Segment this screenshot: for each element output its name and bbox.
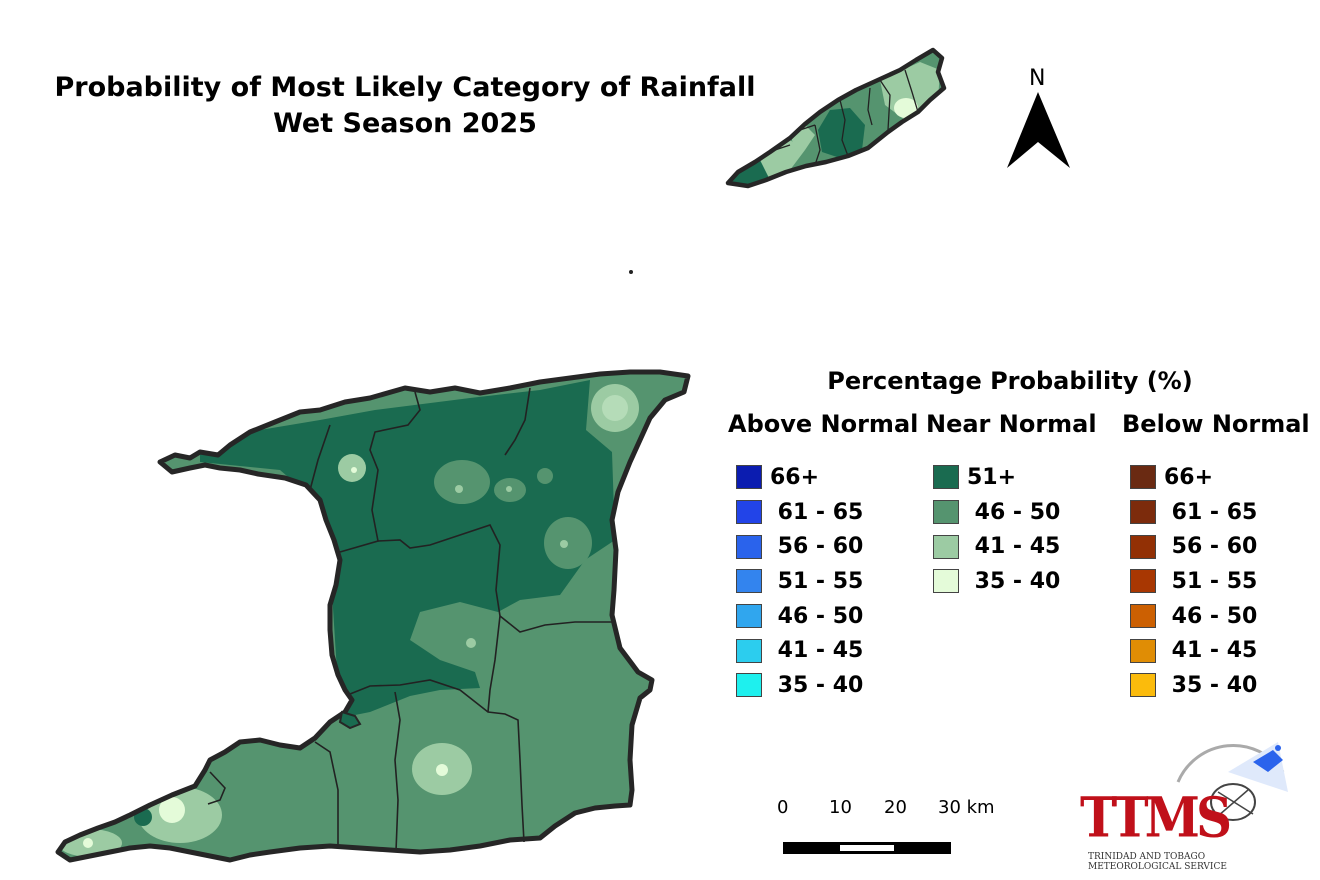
legend-label: 41 - 45 bbox=[967, 534, 1061, 560]
scale-label-10: 10 bbox=[829, 797, 852, 818]
legend-swatch bbox=[736, 604, 762, 629]
small-islet bbox=[629, 270, 633, 274]
legend-item-below-1: 61 - 65 bbox=[1130, 495, 1257, 530]
legend-below-list: 66+ 61 - 65 56 - 60 51 - 55 46 - 50 41 -… bbox=[1130, 460, 1257, 703]
legend-near-list: 51+ 46 - 50 41 - 45 35 - 40 bbox=[933, 460, 1060, 599]
legend-swatch bbox=[933, 534, 959, 559]
legend-label: 56 - 60 bbox=[770, 534, 864, 560]
legend-item-near-2: 41 - 45 bbox=[933, 529, 1060, 564]
legend-swatch bbox=[736, 534, 762, 559]
legend-item-above-1: 61 - 65 bbox=[736, 495, 863, 530]
map-title: Probability of Most Likely Category of R… bbox=[54, 72, 756, 103]
legend-swatch bbox=[736, 500, 762, 525]
legend-swatch bbox=[1130, 569, 1156, 594]
legend-swatch bbox=[736, 465, 762, 490]
legend-item-above-5: 41 - 45 bbox=[736, 633, 863, 668]
legend-item-above-6: 35 - 40 bbox=[736, 668, 863, 703]
legend-item-near-3: 35 - 40 bbox=[933, 564, 1060, 599]
legend-label: 66+ bbox=[1164, 464, 1214, 490]
legend-label: 46 - 50 bbox=[1164, 603, 1258, 629]
legend-label: 41 - 45 bbox=[770, 638, 864, 664]
legend-heading-below: Below Normal bbox=[1122, 410, 1310, 438]
legend-swatch bbox=[933, 569, 959, 594]
legend-label: 46 - 50 bbox=[770, 603, 864, 629]
legend-swatch bbox=[1130, 673, 1156, 698]
legend-item-below-5: 41 - 45 bbox=[1130, 633, 1257, 668]
legend-heading-above: Above Normal bbox=[728, 410, 919, 438]
legend-swatch bbox=[736, 569, 762, 594]
scale-bar bbox=[783, 842, 951, 854]
legend-swatch bbox=[933, 500, 959, 525]
legend-item-near-0: 51+ bbox=[933, 460, 1060, 495]
legend-label: 61 - 65 bbox=[770, 499, 864, 525]
legend-item-below-3: 51 - 55 bbox=[1130, 564, 1257, 599]
scale-label-0: 0 bbox=[777, 797, 789, 818]
legend-label: 51 - 55 bbox=[1164, 568, 1258, 594]
legend-heading-near: Near Normal bbox=[926, 410, 1097, 438]
legend-label: 35 - 40 bbox=[1164, 672, 1258, 698]
legend-swatch bbox=[1130, 604, 1156, 629]
legend-label: 51+ bbox=[967, 464, 1017, 490]
legend-label: 46 - 50 bbox=[967, 499, 1061, 525]
map-subtitle: Wet Season 2025 bbox=[273, 108, 537, 139]
legend-label: 66+ bbox=[770, 464, 820, 490]
legend-label: 41 - 45 bbox=[1164, 638, 1258, 664]
legend-item-above-3: 51 - 55 bbox=[736, 564, 863, 599]
north-label: N bbox=[1029, 66, 1046, 91]
legend-swatch bbox=[1130, 465, 1156, 490]
logo-text: TTMS bbox=[1080, 785, 1232, 850]
logo-line1: TRINIDAD AND TOBAGO bbox=[1088, 852, 1206, 862]
legend-item-below-4: 46 - 50 bbox=[1130, 599, 1257, 634]
legend-item-near-1: 46 - 50 bbox=[933, 495, 1060, 530]
legend-swatch bbox=[1130, 534, 1156, 559]
legend-swatch bbox=[1130, 638, 1156, 663]
legend-label: 35 - 40 bbox=[967, 568, 1061, 594]
trinidad-island bbox=[55, 369, 691, 863]
ttms-logo-icon bbox=[1176, 742, 1288, 821]
legend-swatch bbox=[1130, 500, 1156, 525]
legend-item-below-2: 56 - 60 bbox=[1130, 529, 1257, 564]
legend-label: 61 - 65 bbox=[1164, 499, 1258, 525]
legend-item-above-0: 66+ bbox=[736, 460, 863, 495]
scale-label-20: 20 bbox=[884, 797, 907, 818]
legend-item-above-4: 46 - 50 bbox=[736, 599, 863, 634]
north-arrow-icon bbox=[1007, 92, 1070, 168]
legend-swatch bbox=[933, 465, 959, 490]
scale-label-30: 30 km bbox=[938, 797, 995, 818]
logo-line2: METEOROLOGICAL SERVICE bbox=[1088, 862, 1227, 872]
legend-label: 51 - 55 bbox=[770, 568, 864, 594]
legend-swatch bbox=[736, 673, 762, 698]
legend-title: Percentage Probability (%) bbox=[827, 367, 1193, 395]
legend-above-list: 66+ 61 - 65 56 - 60 51 - 55 46 - 50 41 -… bbox=[736, 460, 863, 703]
legend-label: 35 - 40 bbox=[770, 672, 864, 698]
legend-item-above-2: 56 - 60 bbox=[736, 529, 863, 564]
legend-label: 56 - 60 bbox=[1164, 534, 1258, 560]
legend-item-below-0: 66+ bbox=[1130, 460, 1257, 495]
legend-swatch bbox=[736, 638, 762, 663]
legend-item-below-6: 35 - 40 bbox=[1130, 668, 1257, 703]
